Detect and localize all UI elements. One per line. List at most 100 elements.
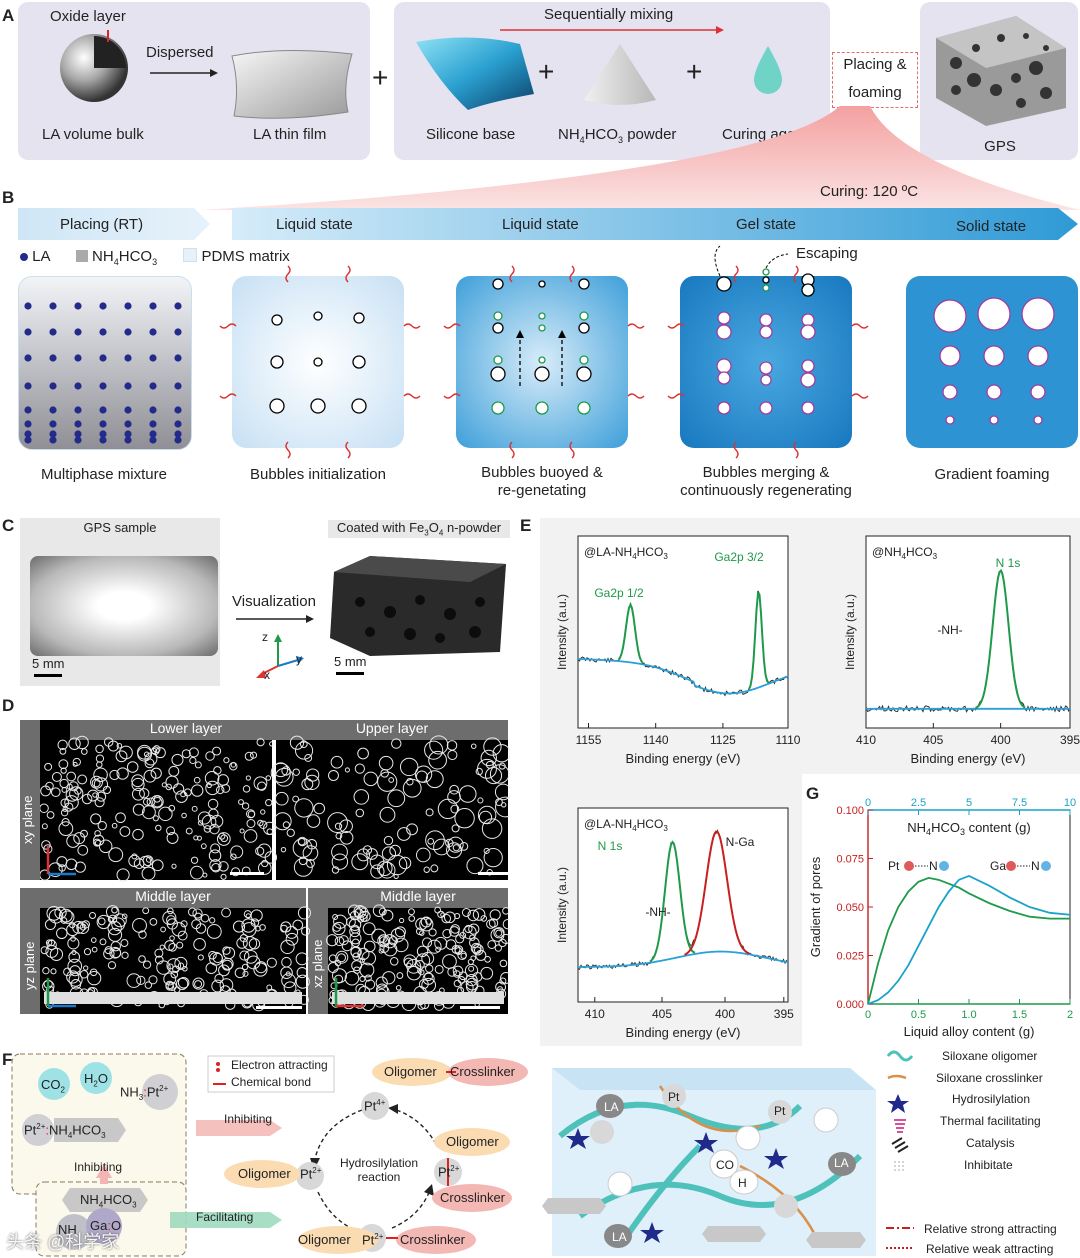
caption-init: Bubbles initialization <box>250 466 386 483</box>
foam-pore <box>190 856 199 864</box>
foam-pore <box>111 822 118 829</box>
foam-pore <box>89 911 97 920</box>
foam-pore <box>273 762 289 778</box>
electron-label: Electron attracting <box>231 1058 328 1072</box>
la-dot <box>99 382 107 390</box>
foam-pore <box>204 770 220 786</box>
foam-pore <box>103 737 114 747</box>
foam-pore <box>144 981 153 989</box>
foam-pore <box>131 774 145 788</box>
gps-label: GPS <box>984 138 1016 155</box>
foam-pore <box>191 805 198 812</box>
foam-pore <box>195 923 207 934</box>
foam-pore <box>243 910 252 919</box>
foam-pore <box>92 792 98 798</box>
stage-placing: Placing (RT) <box>60 216 144 233</box>
foam-pore <box>154 747 166 759</box>
foam-pore <box>399 757 419 777</box>
yz-plane-label: yz plane <box>22 941 37 990</box>
foam-pore <box>104 946 113 955</box>
foam-pore <box>332 923 342 932</box>
foam-pore <box>244 751 254 761</box>
foam-pore <box>77 844 89 856</box>
oligomer-bottom: Oligomer <box>298 1232 351 1247</box>
foam-pore <box>500 971 510 984</box>
foaming-label: foaming <box>848 84 902 101</box>
foam-pore <box>338 935 349 946</box>
foam-pore <box>377 860 393 877</box>
foam-pore <box>458 785 477 803</box>
caption-multiphase: Multiphase mixture <box>41 466 167 483</box>
foam-pore <box>243 949 258 964</box>
foam-dense-base <box>44 992 302 1004</box>
foam-pore <box>41 840 51 850</box>
foam-pore <box>379 806 396 823</box>
foam-pore <box>415 847 431 863</box>
hydro-label-2: reaction <box>357 1170 401 1184</box>
foam-pore <box>480 966 494 980</box>
foam-pore <box>249 751 258 759</box>
foam-pore <box>398 856 412 870</box>
mol-co2: CO <box>716 1158 734 1172</box>
silicone-base-label: Silicone base <box>426 126 516 143</box>
foam-pore <box>483 737 502 756</box>
crosslinker-right: Crosslinker <box>440 1190 506 1205</box>
foam-pore <box>274 767 294 787</box>
foam-pore <box>115 750 128 763</box>
foam-pore <box>67 937 80 950</box>
la-dot <box>74 420 82 428</box>
foam-pore <box>96 914 111 930</box>
foam-pore <box>266 828 274 835</box>
la-dot <box>49 302 57 310</box>
foam-pore <box>265 775 272 781</box>
legend-siloxane-crosslinker: Siloxane crosslinker <box>936 1071 1043 1085</box>
la-dot <box>24 420 32 428</box>
foam-pore <box>243 829 258 843</box>
heat-arrow <box>667 393 685 399</box>
la-dot <box>74 430 82 438</box>
foam-pore <box>446 842 463 859</box>
peak-label: N 1s <box>598 839 623 853</box>
foam-pore <box>454 947 463 956</box>
plus-sign-3: + <box>686 56 703 87</box>
foam-pore <box>281 973 296 989</box>
y-axis-label: Intensity (a.u.) <box>555 594 569 670</box>
foam-pore <box>68 972 83 987</box>
foam-pore <box>182 965 188 972</box>
foam-pore <box>364 979 376 990</box>
foam-pore <box>357 947 370 961</box>
foam-pore <box>50 968 57 975</box>
la-dot <box>99 430 107 438</box>
foam-pore <box>242 785 251 793</box>
foam-pore <box>192 908 203 919</box>
la-dot <box>124 328 132 336</box>
foam-pore <box>236 937 248 949</box>
foam-pore <box>138 930 147 939</box>
legend-catalysis: Catalysis <box>966 1136 1015 1150</box>
foam-pore <box>334 936 345 947</box>
foam-pore <box>378 861 396 879</box>
la-dot <box>149 354 157 362</box>
foam-pore <box>61 910 75 924</box>
foam-pore <box>301 926 311 936</box>
foam-pore <box>172 783 185 795</box>
foam-pore <box>115 812 126 824</box>
foam-pore <box>253 962 268 977</box>
foam-pore <box>93 777 109 792</box>
peak-label: -NH- <box>645 905 670 919</box>
foam-pore <box>370 864 385 879</box>
foam-pore <box>447 836 464 853</box>
la-sphere-icon <box>60 30 128 102</box>
foam-pore <box>51 771 62 782</box>
foam-pore <box>334 974 344 984</box>
foam-pore <box>132 918 147 933</box>
hydro-label-1: Hydrosilylation <box>339 1156 419 1170</box>
la-dot <box>74 382 82 390</box>
foam-pore <box>229 762 238 771</box>
foam-pore <box>437 798 459 820</box>
foam-pore <box>151 859 164 872</box>
foam-pore <box>354 906 369 920</box>
la-dot <box>149 406 157 414</box>
foam-pore <box>465 977 479 991</box>
curing-temp-label: Curing: 120 ºC <box>820 183 919 200</box>
